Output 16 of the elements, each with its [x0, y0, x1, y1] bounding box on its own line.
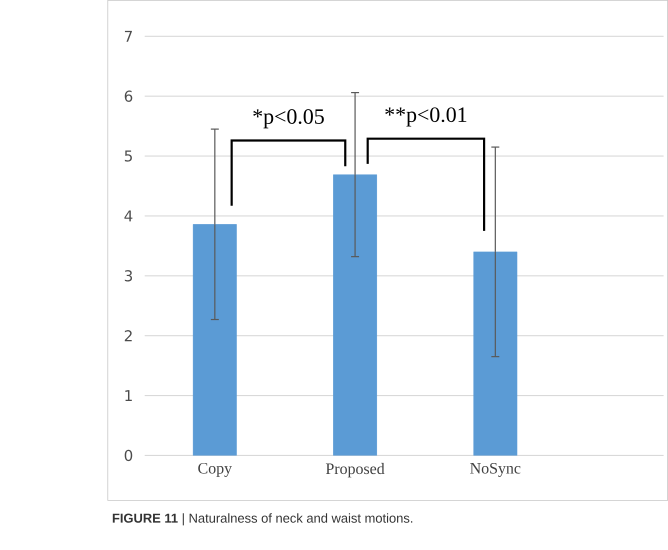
bar — [333, 174, 378, 456]
y-tick-label: 0 — [124, 450, 132, 461]
annotation: *p<0.05 — [253, 109, 324, 128]
y-tick-label: 5 — [124, 150, 132, 162]
bar — [192, 224, 237, 456]
y-tick-label: 7 — [124, 30, 132, 42]
y-tick-label: 3 — [124, 270, 132, 282]
x-tick-label: NoSync — [470, 462, 520, 477]
y-tick-label: 2 — [124, 330, 132, 342]
text: FIGURE 11 | Naturalness of neck and waist motions. — [112, 513, 412, 526]
y-tick-label: 6 — [124, 90, 132, 102]
y-tick-label: 1 — [125, 390, 132, 401]
x-tick-label: Proposed — [326, 462, 384, 478]
annotation: **p<0.01 — [385, 107, 466, 126]
y-tick-label: 4 — [124, 210, 132, 222]
x-tick-label: Copy — [198, 462, 232, 477]
